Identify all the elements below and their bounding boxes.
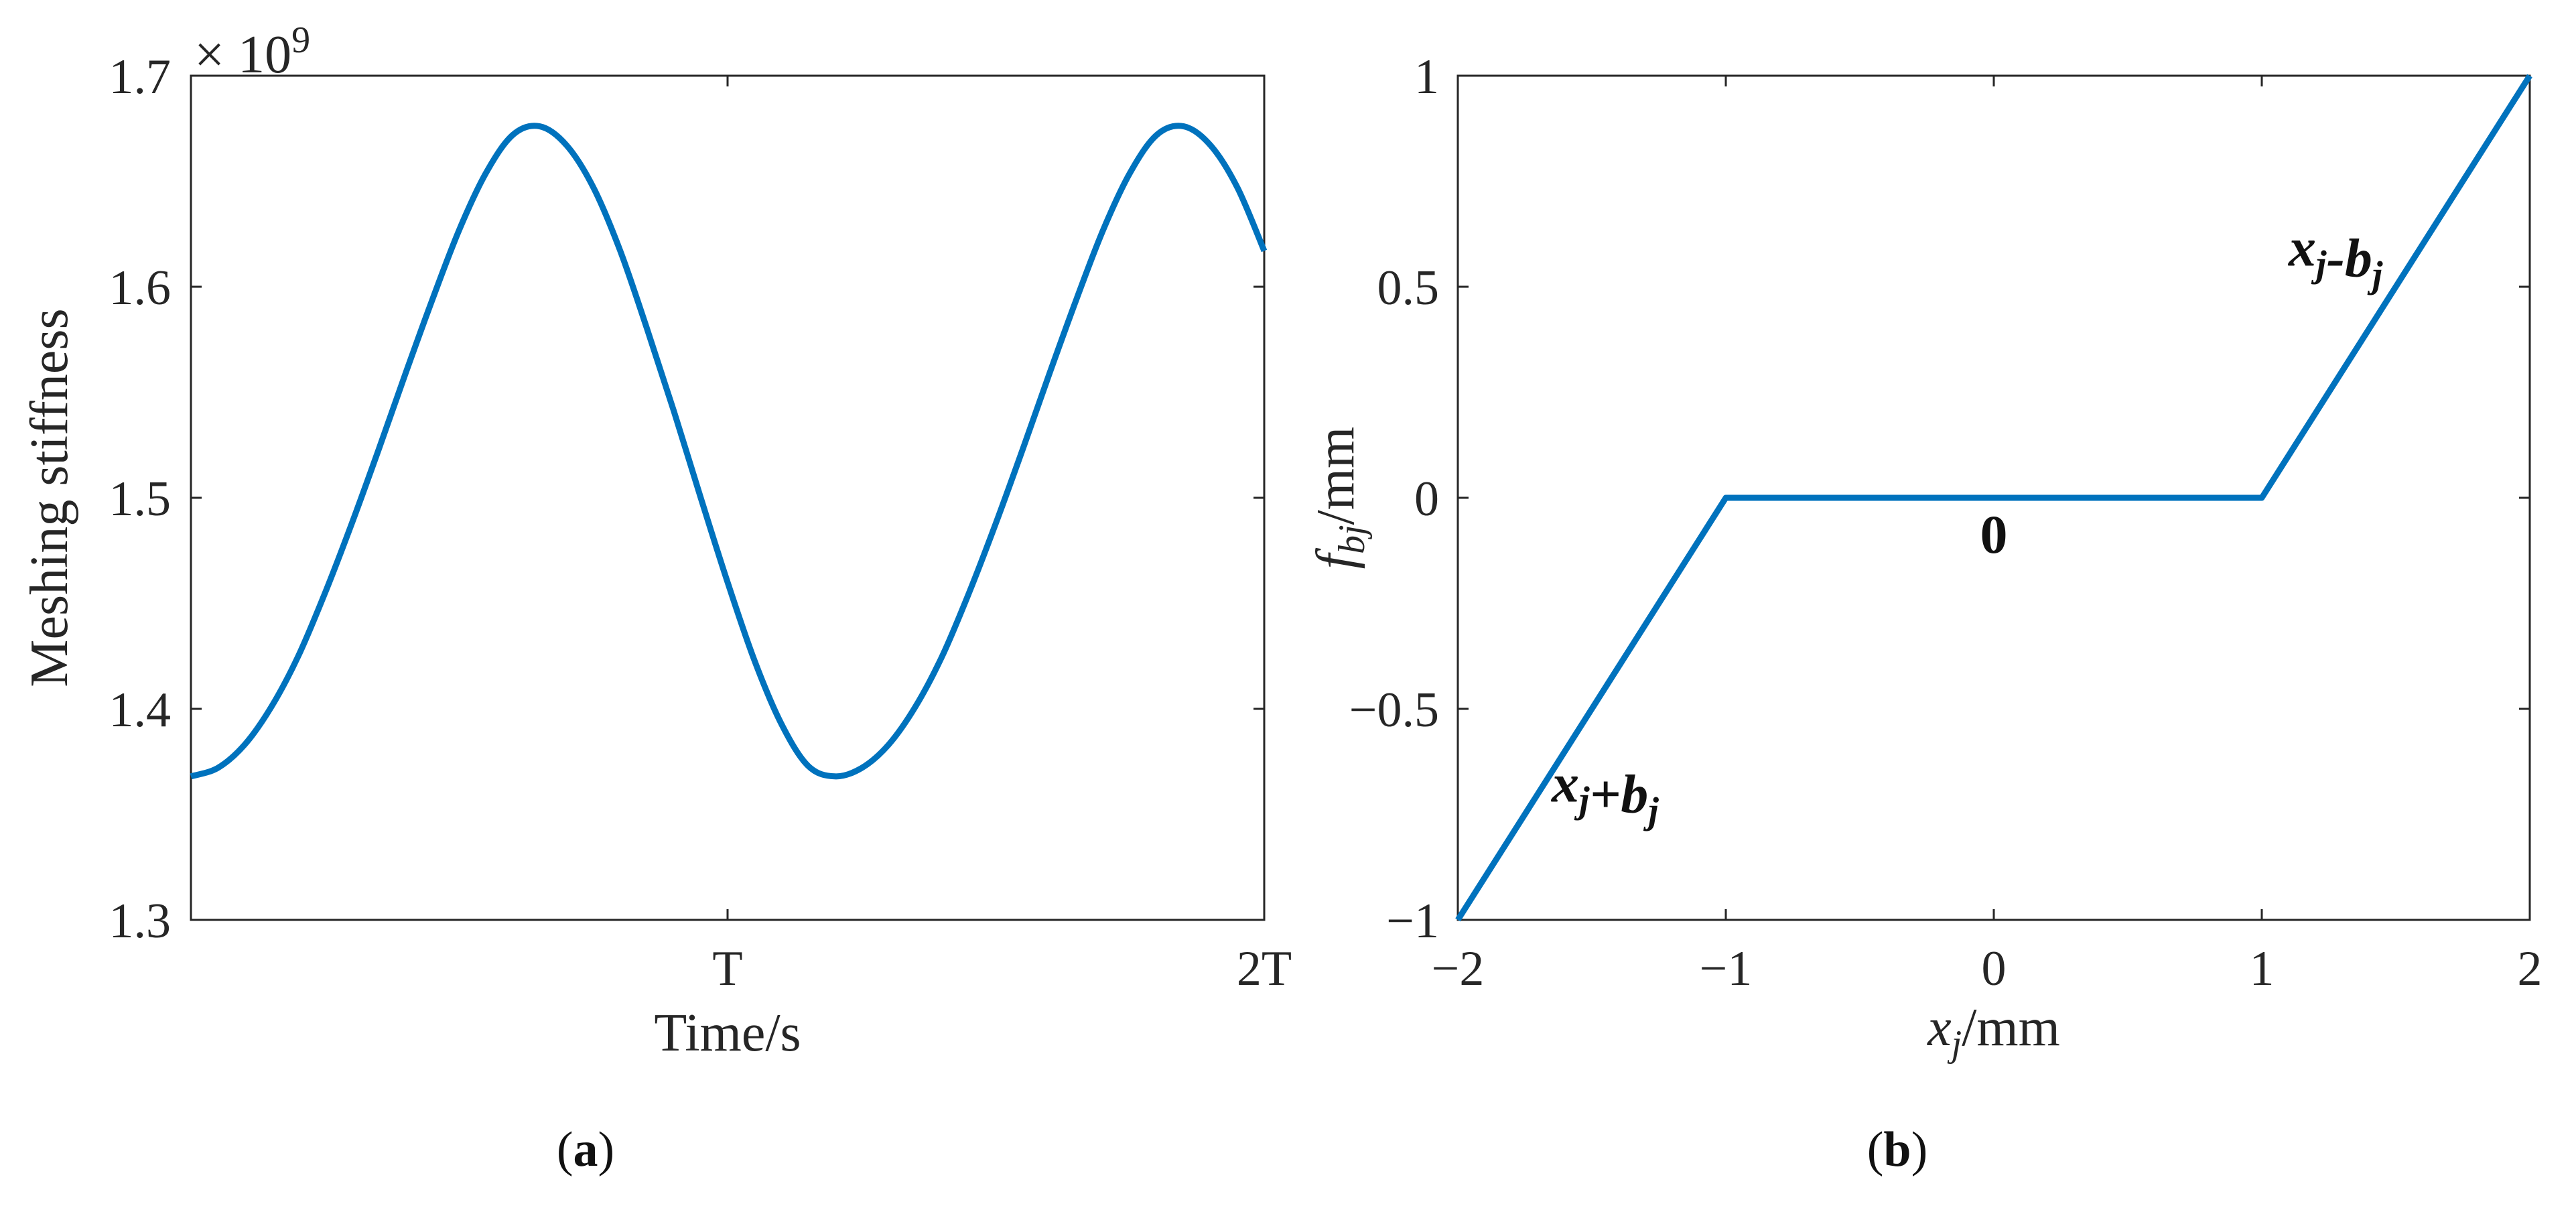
panel-a-xtick-label-1: 2T [1237,941,1292,996]
panel-a-xtick-label-0: T [712,941,742,996]
panel-b-ytick-label-4: 1 [1414,50,1439,105]
panel-b-deadzone-line [1455,74,2532,922]
panel-b-caption: (b) [1867,1122,1927,1177]
panel-a-xlabel: Time/s [654,1004,801,1063]
panel-b-xtick-label-2: 0 [1982,941,2007,996]
panel-b-xtick-label-0: −2 [1432,941,1485,996]
panel-b-ytick-label-0: −1 [1386,894,1439,949]
panel-a-stiffness-line [190,123,1268,780]
panel-b-xlabel: xj/mm [1927,998,2060,1065]
panel-b-annotation-left-branch: xj+bj [1551,753,1659,832]
panel-b-annotation-right-branch: xj-bj [2288,217,2383,296]
panel-b-xtick-label-3: 1 [2250,941,2275,996]
panel-b-annotation-dead-zone: 0 [1980,504,2008,565]
panel-b-ylabel: fbj/mm [1306,427,1373,569]
panel-a-exponent-label: × 109 [194,19,310,84]
panel-b-xtick-label-1: −1 [1700,941,1753,996]
panel-b-xtick-label-4: 2 [2518,941,2543,996]
panel-a-ytick-label-2: 1.5 [109,472,172,527]
panel-a-chart: × 109 Time/s Meshing stiffness T 2T 1.3 1.4… [20,19,1292,1177]
panel-a-caption: (a) [557,1122,614,1177]
panel-a-plot-frame [190,74,1266,921]
panel-a-ytick-label-0: 1.3 [109,894,172,949]
panel-a-ytick-label-3: 1.6 [109,261,172,316]
panel-b-ytick-label-1: −0.5 [1349,683,1439,738]
panel-b-ytick-label-3: 0.5 [1377,261,1440,316]
panel-a-ytick-label-1: 1.4 [109,683,172,738]
panel-a-ylabel: Meshing stiffness [20,308,79,687]
panel-a-ytick-label-4: 1.7 [109,50,172,105]
panel-b-ytick-label-2: 0 [1414,472,1439,527]
